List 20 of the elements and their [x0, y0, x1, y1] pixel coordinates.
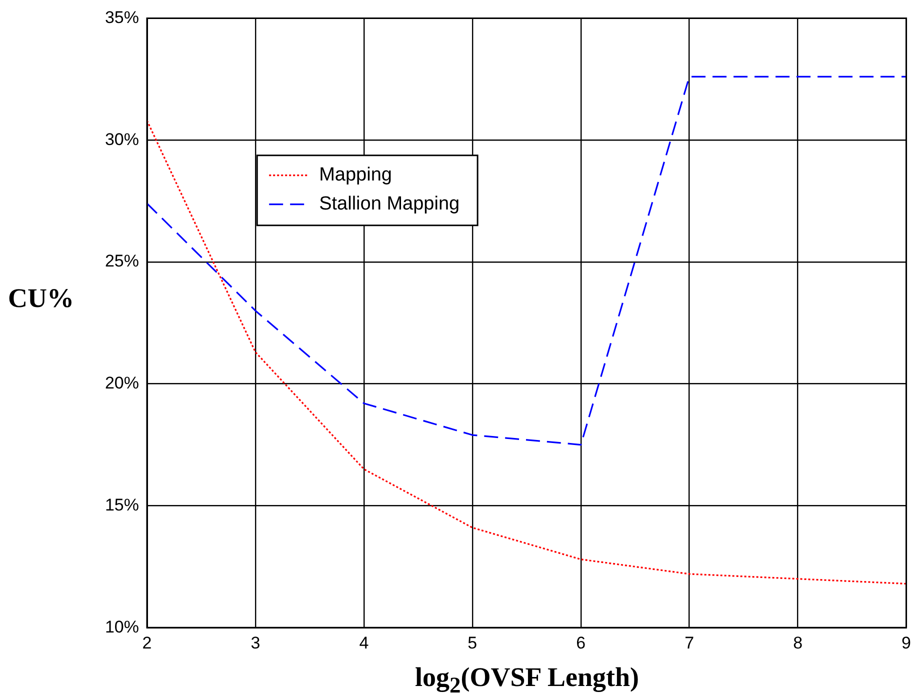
y-tick-label: 25% — [104, 252, 139, 271]
x-tick-label: 6 — [576, 633, 586, 652]
legend-label: Mapping — [319, 164, 392, 186]
legend-label: Stallion Mapping — [319, 194, 460, 215]
line-series — [147, 120, 906, 585]
x-tick-label: 3 — [250, 633, 260, 652]
x-tick-label: 2 — [142, 633, 152, 652]
x-tick-label: 4 — [359, 633, 369, 652]
x-tick-label: 9 — [902, 633, 912, 652]
y-tick-label: 15% — [104, 495, 139, 514]
line-series — [147, 76, 906, 446]
y-tick-label: 35% — [104, 8, 139, 27]
y-tick-label: 20% — [104, 374, 139, 393]
y-axis-title: CU% — [8, 283, 74, 314]
x-tick-label: 7 — [684, 633, 694, 652]
x-tick-label: 5 — [468, 633, 478, 652]
y-tick-label: 10% — [104, 617, 139, 636]
y-tick-label: 30% — [104, 130, 139, 149]
x-axis-title: log$_{2}$(OVSF Length) — [414, 662, 640, 698]
x-tick-label: 8 — [793, 633, 803, 652]
